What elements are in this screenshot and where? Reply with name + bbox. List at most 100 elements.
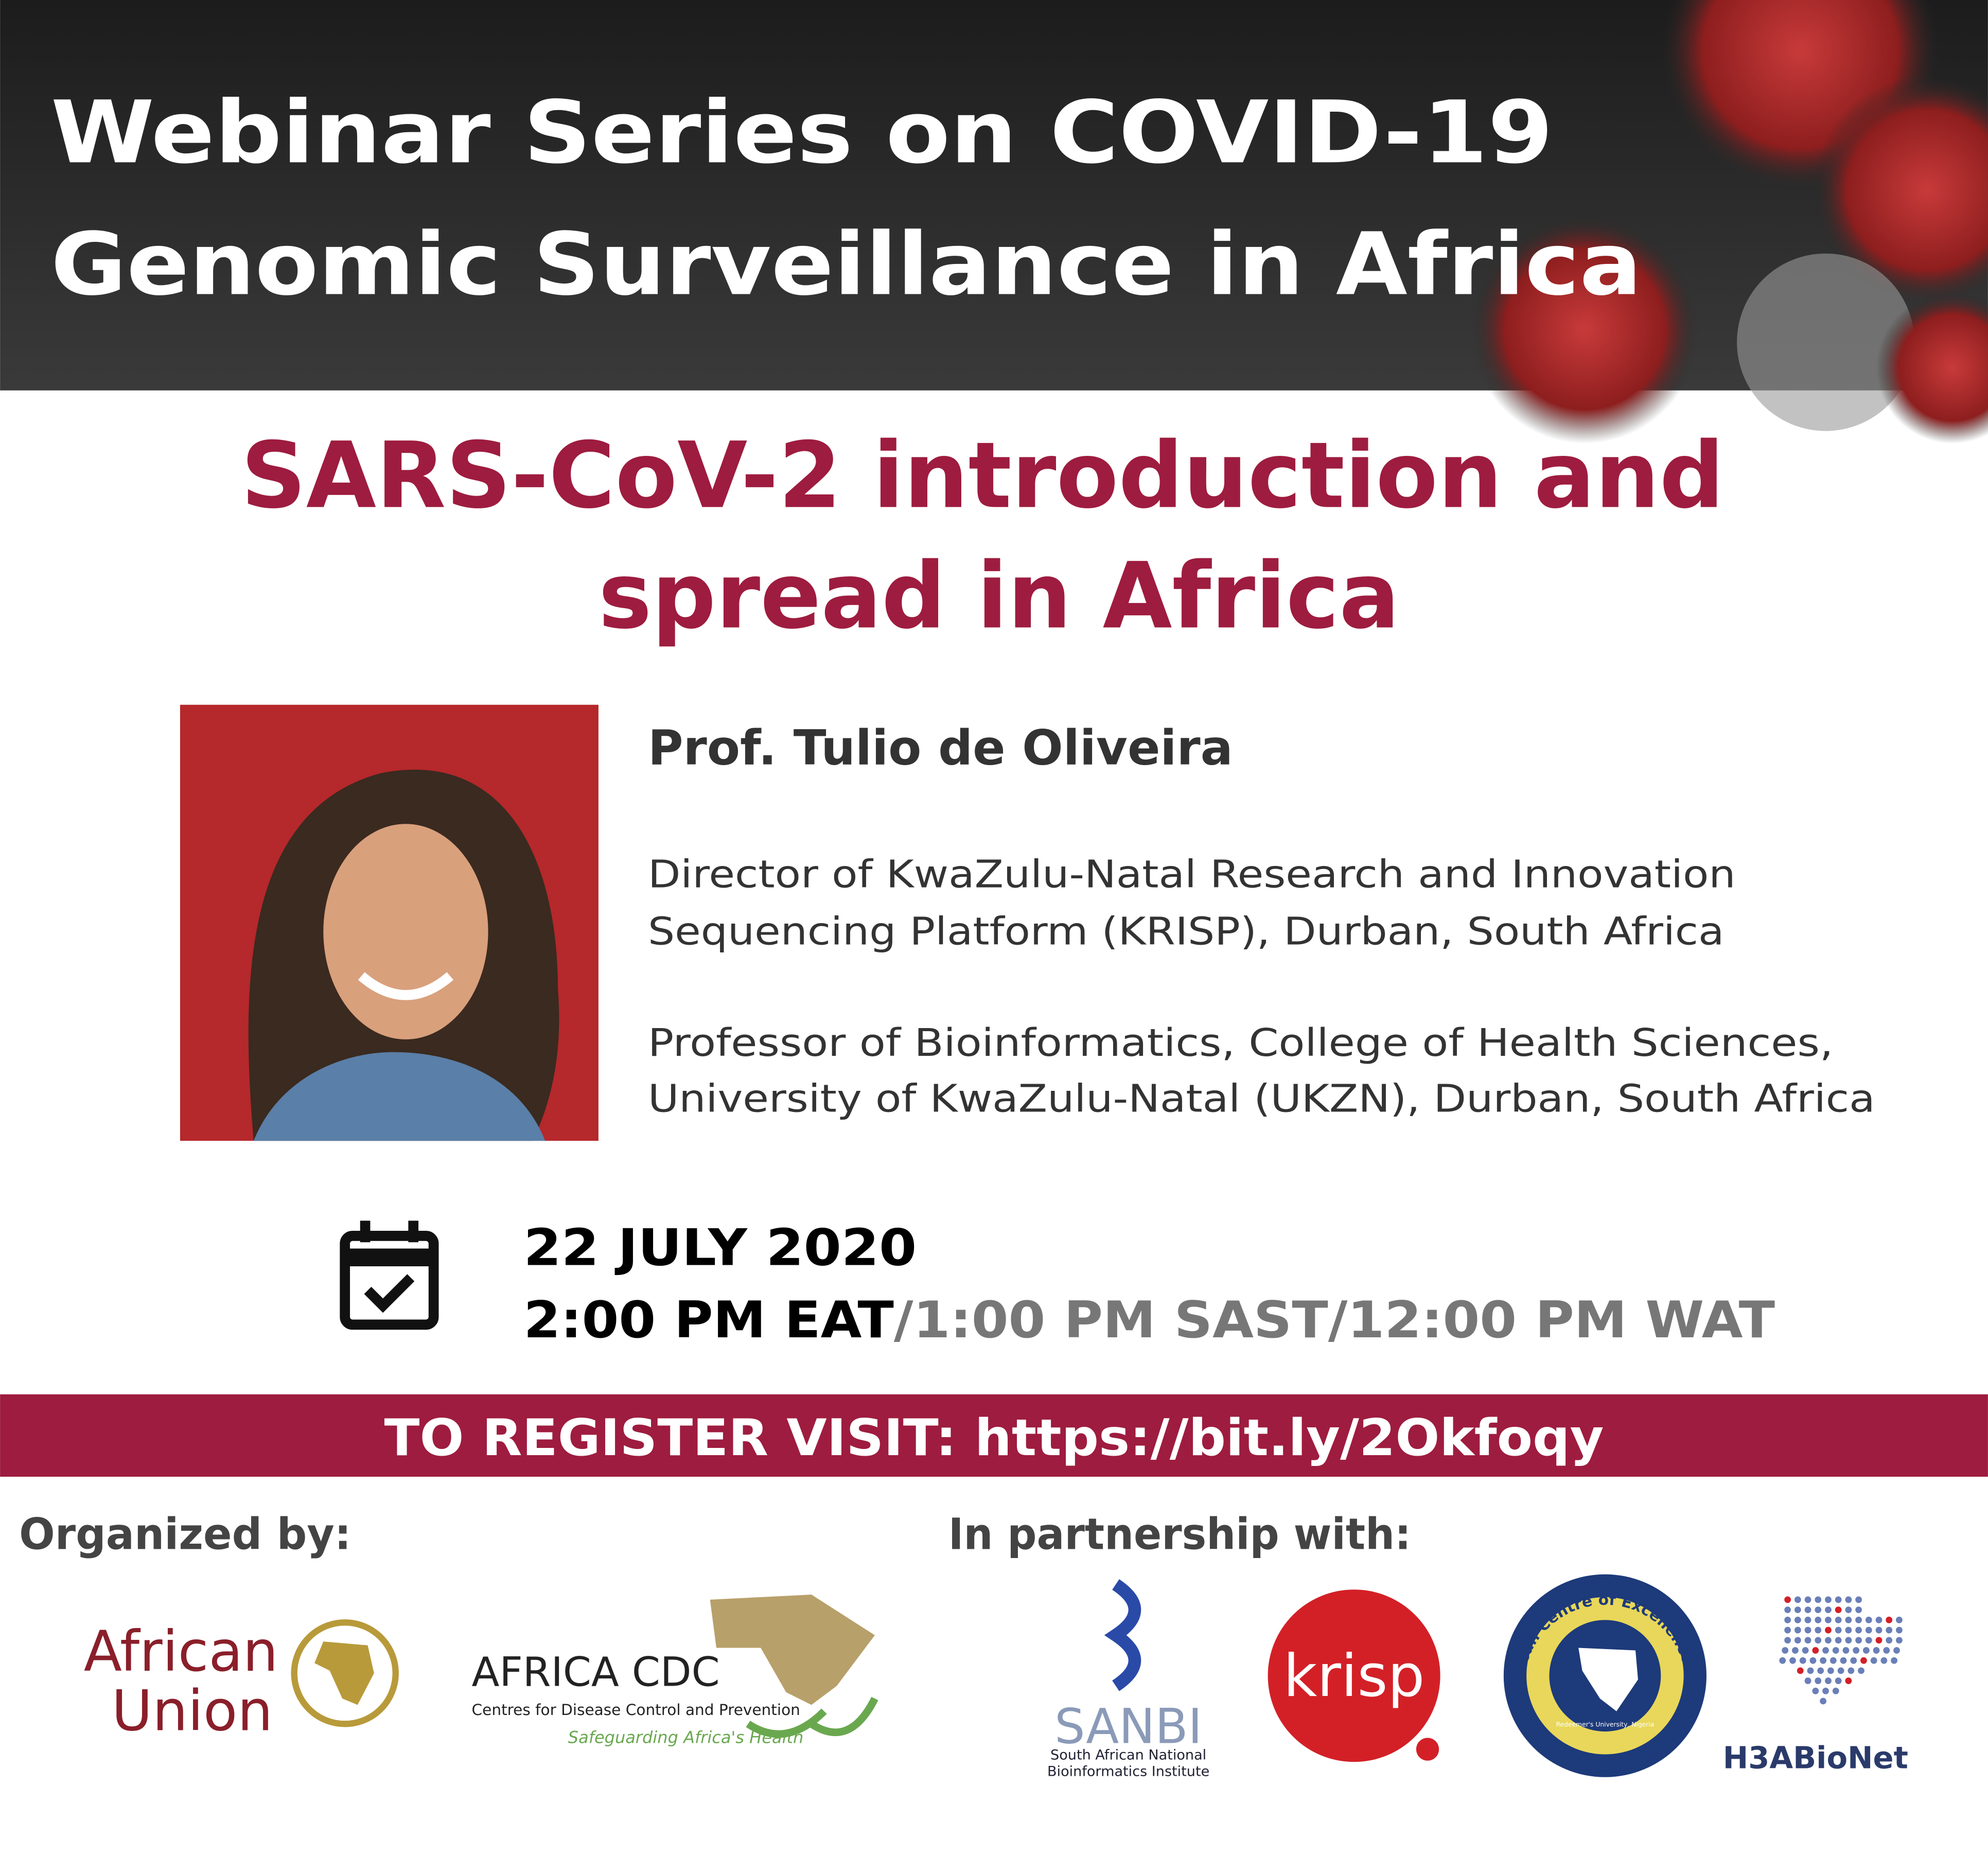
krisp-logo: krisp [1268,1589,1440,1762]
logo-dot [1820,1657,1827,1664]
logo-dot [1825,1626,1832,1634]
logo-dot [1858,1667,1864,1674]
au-text: African [84,1619,278,1684]
logo-dot [1829,1657,1837,1664]
logo-dot [1815,1626,1822,1634]
logo-dot [1880,1657,1888,1664]
logo-dot [1835,1606,1842,1614]
logo-dot [1886,1637,1893,1644]
logo-dot [1794,1616,1801,1623]
speaker-affiliation: Sequencing Platform (KRISP), Durban, Sou… [648,909,1724,953]
logo-dot [1815,1637,1822,1644]
logo-dot [1832,1687,1839,1694]
logo-dot [1825,1637,1832,1644]
african-union-logo: African Union [84,1619,399,1744]
logo-dot [1850,1657,1857,1664]
virus-image [1470,0,1988,444]
logo-dot [1845,1596,1852,1603]
logo-dot [1835,1626,1842,1634]
logo-dot [1862,1647,1870,1654]
logo-dot [1815,1616,1822,1623]
logo-dot [1896,1616,1903,1623]
logo-dot [1815,1606,1822,1614]
krisp-text: krisp [1283,1642,1425,1710]
logo-dot [1845,1606,1852,1614]
logo-dot [1883,1647,1890,1654]
logo-dot [1837,1667,1844,1674]
logo-dot [1855,1637,1862,1644]
logo-dot [1860,1657,1867,1664]
logo-dot [1782,1647,1789,1654]
logo-dot [1804,1596,1811,1603]
logo-dot [1825,1596,1832,1603]
logo-dot [1842,1647,1850,1654]
logo-dot [1873,1647,1880,1654]
logo-dot [1804,1626,1811,1634]
logo-dot [1822,1647,1829,1654]
register-band [0,1394,1988,1477]
logo-dot [1896,1637,1903,1644]
header-title: Webinar Series on COVID-19 [51,82,1553,183]
logo-dot [1893,1647,1900,1654]
speaker-affiliation: University of KwaZulu-Natal (UKZN), Durb… [648,1076,1875,1121]
logo-dot [1820,1697,1827,1705]
logo-dot [1789,1657,1796,1664]
logo-dot [1784,1606,1791,1614]
logo-dot [1784,1637,1791,1644]
logo-dot [1891,1657,1897,1664]
logo-dot [1784,1616,1791,1623]
logo-dot [1855,1626,1862,1634]
logo-dot [1779,1657,1786,1664]
logo-dot [1855,1616,1862,1623]
speaker-affiliation: Professor of Bioinformatics, College of … [648,1021,1833,1065]
h3abionet-logo: H3ABioNet [1723,1596,1908,1776]
cdc-tagline: Safeguarding Africa's Health [568,1727,804,1747]
logo-dot [1794,1626,1801,1634]
logo-dot [1845,1616,1852,1623]
logo-dot [1835,1637,1842,1644]
logo-dot [1812,1647,1819,1654]
event-time-others: /1:00 PM SAST/12:00 PM WAT [894,1291,1775,1350]
partners-heading: In partnership with: [948,1509,1411,1559]
logo-dot [1835,1677,1842,1684]
logo-dot [1855,1596,1862,1603]
h3abionet-text: H3ABioNet [1723,1740,1908,1776]
logo-dot [1835,1616,1842,1623]
speaker-photo [180,704,599,1141]
logo-dot [1875,1616,1883,1623]
logo-dot [1875,1626,1883,1634]
ace-inner: Redeemer's University, Nigeria [1556,1721,1655,1728]
logo-dot [1865,1626,1872,1634]
logo-dot [1815,1596,1822,1603]
logo-dot [1817,1667,1824,1674]
sanbi-subtitle: Bioinformatics Institute [1047,1763,1209,1779]
logo-dot [1792,1647,1799,1654]
logo-dot [1845,1677,1852,1684]
logo-dot [1804,1616,1811,1623]
logo-dot [1886,1626,1893,1634]
talk-title: spread in Africa [599,542,1400,649]
logo-dot [1784,1596,1791,1603]
logo-dot [1807,1667,1814,1674]
logo-dot [1827,1667,1834,1674]
logo-dot [1825,1616,1832,1623]
logo-dot [1825,1677,1832,1684]
au-text: Union [112,1678,273,1744]
sanbi-logo: SANBI South African National Bioinformat… [1047,1579,1209,1779]
cdc-subtitle: Centres for Disease Control and Preventi… [472,1701,800,1719]
organizers-heading: Organized by: [19,1509,351,1559]
logo-dot [1802,1647,1809,1654]
logo-dot [1799,1657,1806,1664]
logo-dot [1870,1657,1877,1664]
logo-dot [1804,1606,1811,1614]
talk-title: SARS-CoV-2 introduction and [241,422,1724,528]
register-link[interactable]: TO REGISTER VISIT: https://bit.ly/2Okfoq… [384,1409,1604,1467]
sanbi-subtitle: South African National [1050,1747,1206,1763]
logo-dot [1794,1637,1801,1644]
speaker-affiliation: Director of KwaZulu-Natal Research and I… [648,852,1736,896]
logo-dot [1784,1626,1791,1634]
logo-dot [1896,1626,1903,1634]
logo-dot [1840,1657,1847,1664]
logo-dot [1845,1637,1852,1644]
